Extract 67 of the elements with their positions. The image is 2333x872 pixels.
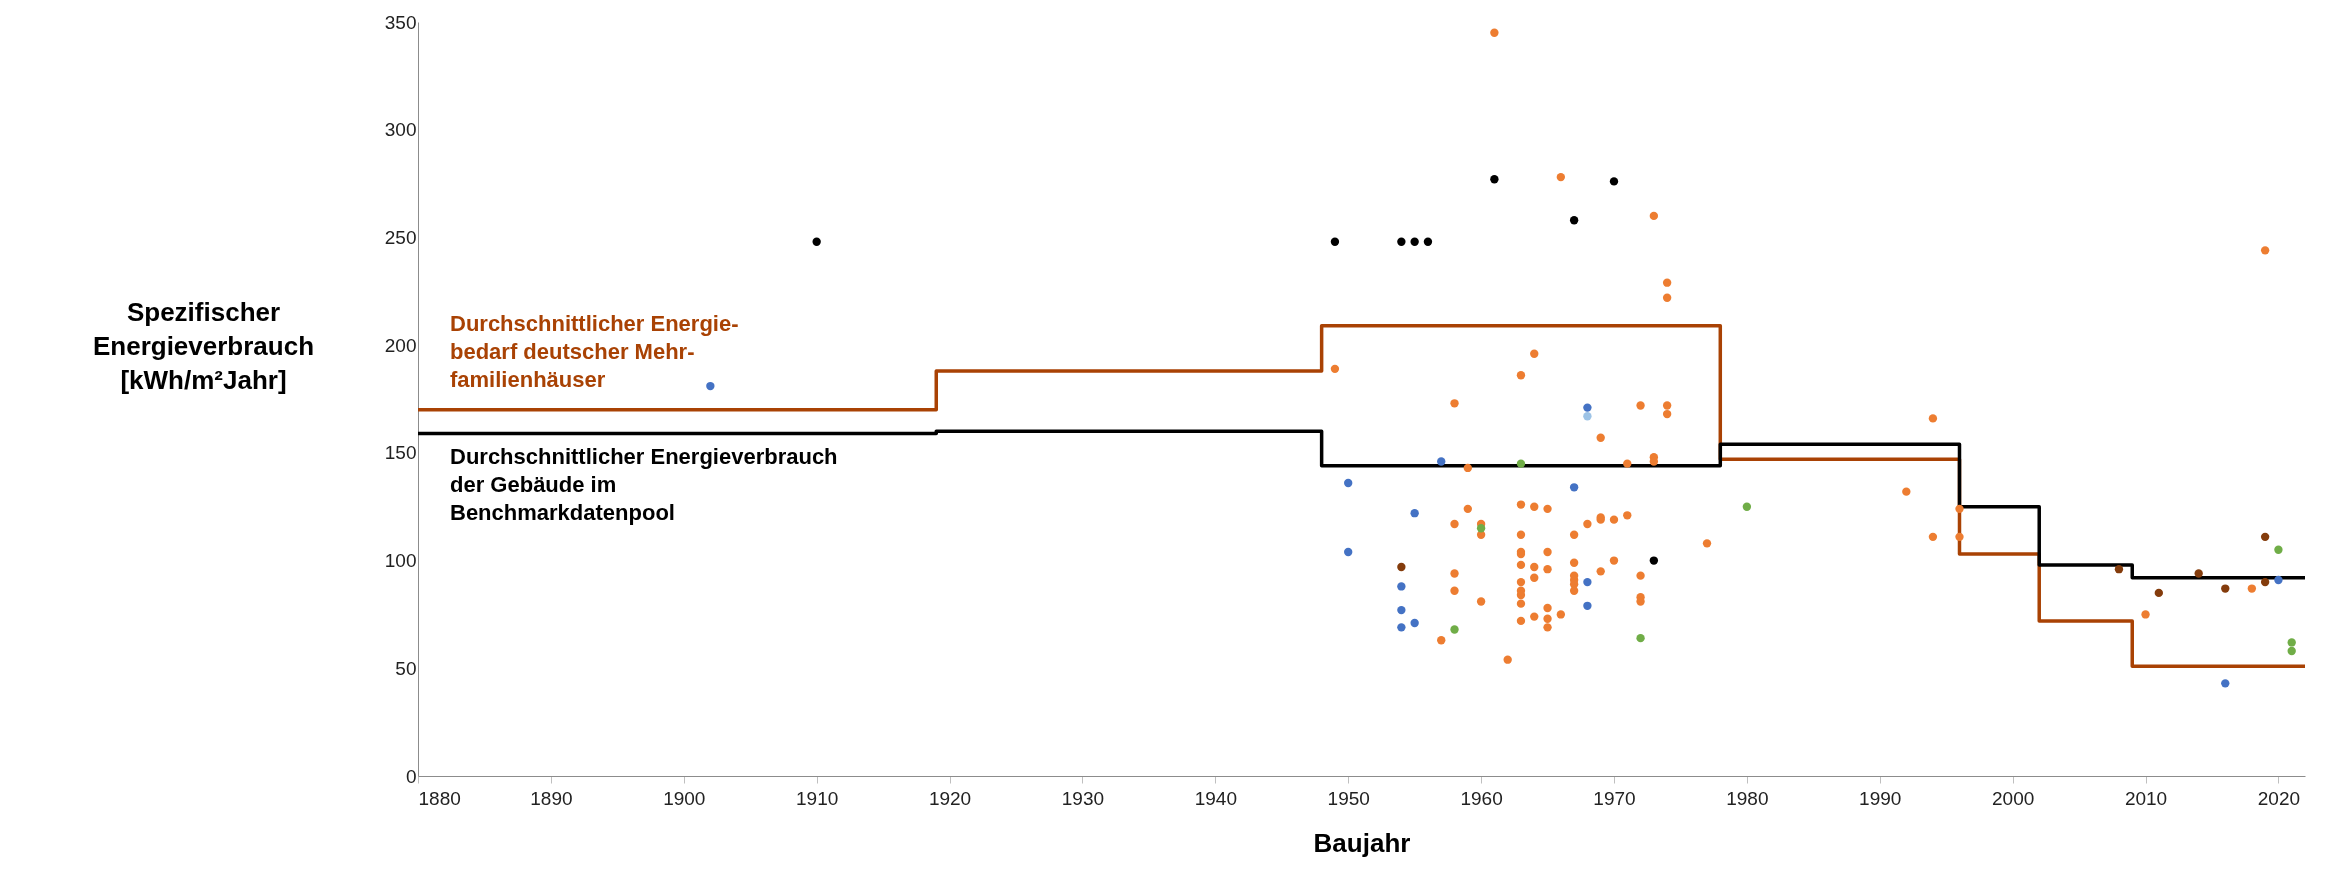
point [1397,562,1406,572]
point [2287,638,2296,647]
x-tick-label: 1900 [663,787,706,809]
x-tick-label: 1940 [1194,787,1237,809]
x-tick-label: 2000 [1992,787,2035,809]
x-tick-label: 1880 [418,787,461,809]
point [1583,412,1592,421]
point [1344,478,1353,488]
point [1330,237,1340,246]
x-tick-label: 2010 [2124,787,2168,809]
point [2114,565,2124,574]
y-axis-title: Spezifischer Energieverbrauch [kWh/m²Jahr] [92,296,315,395]
x-tick-label: 1920 [928,787,972,809]
x-tick-label: 1960 [1460,787,1503,809]
point [1583,577,1592,587]
y-tick-label: 50 [395,657,417,679]
point [1397,582,1406,591]
x-tick-label: 1990 [1859,787,1902,809]
point [1344,547,1353,557]
point [1450,625,1459,634]
point [1410,509,1419,518]
x-tick-label: 1970 [1593,787,1636,809]
point [1636,633,1645,643]
point [1516,459,1526,468]
point [1609,177,1619,186]
point [1397,237,1406,246]
y-tick-label: 150 [384,442,417,464]
x-tick-label: 2020 [2257,787,2301,809]
x-tick-label: 1980 [1726,787,1769,809]
point [1569,216,1579,225]
y-tick-label: 200 [384,334,417,356]
point [1569,483,1579,492]
y-tick-label: 100 [384,550,417,572]
x-tick-label: 1890 [530,787,573,809]
point [1649,556,1659,565]
series-label: Durchschnittlicher Energieverbrauch der Gebäude im Benchmarkdatenpool [450,444,838,526]
point [1397,605,1406,615]
series-label: Durchschnittlicher Energie- bedarf deutscher Mehr- familienhäuser [450,310,739,392]
point [706,381,715,391]
point [1742,502,1752,511]
y-tick-label: 350 [384,11,417,33]
point [2260,577,2270,587]
point [1397,623,1406,632]
point [2274,545,2283,554]
point [812,237,821,246]
point [1583,601,1592,610]
point [2221,584,2230,593]
point [1437,457,1446,466]
y-tick-label: 250 [384,226,417,248]
x-tick-label: 1950 [1327,787,1370,809]
point [2287,646,2296,656]
point [1490,175,1499,184]
x-axis-title: Baujahr [1313,827,1411,858]
point [1410,618,1419,628]
point [1423,237,1433,246]
point [1476,524,1486,533]
point [1583,403,1592,412]
point [2274,575,2283,585]
point [2221,679,2230,688]
point [2154,588,2164,598]
y-tick-label: 0 [405,765,417,787]
x-tick-label: 1930 [1061,787,1105,809]
y-tick-label: 300 [384,119,417,141]
point [2260,532,2270,542]
point [2194,569,2203,578]
x-tick-label: 1910 [796,787,839,809]
point [1410,237,1419,246]
